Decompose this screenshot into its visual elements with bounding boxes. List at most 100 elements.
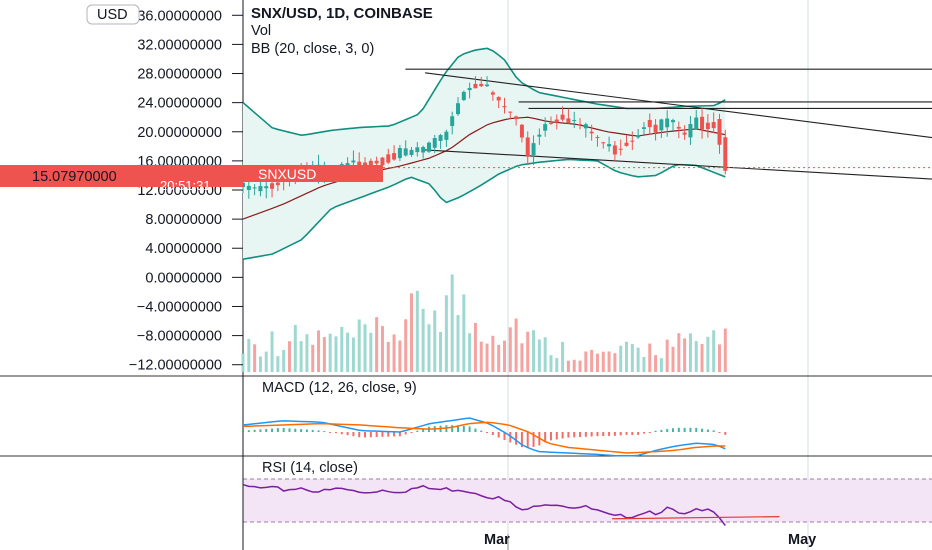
volume-bar [299,341,303,372]
y-tick-label: −8.00000000 [137,329,222,345]
macd-histogram-bar [317,430,320,432]
volume-bar [386,341,390,372]
macd-histogram-bar [375,432,378,438]
candle-body [456,103,461,115]
candle-body [514,116,519,120]
candle-body [415,147,420,153]
symbol-tag: SNXUSD [258,166,316,182]
macd-histogram-bar [701,428,704,432]
macd-histogram-bar [672,428,675,432]
volume-bar [351,337,355,372]
macd-histogram-bar [305,429,308,432]
volume-bar [595,353,599,372]
macd-histogram-bar [544,432,547,443]
y-tick-label: 32.00000000 [137,37,222,53]
candle-body [543,124,548,131]
volume-bar [363,324,367,372]
candle-body [560,114,565,120]
candle-body [258,186,263,192]
macd-histogram-bar [294,428,297,432]
macd-histogram-bar [358,432,361,438]
candle-body [502,106,507,108]
volume-bar [270,331,274,372]
volume-bar [706,336,710,372]
y-tick-label: −4.00000000 [137,299,222,315]
price-tag-box [0,165,243,187]
candle-body [659,119,664,131]
candle-body [682,132,687,135]
currency-button[interactable] [86,4,140,25]
macd-histogram-bar [352,432,355,437]
candle-body [380,157,385,166]
volume-bar [700,344,704,372]
volume-bar [404,319,408,372]
candlesticks [241,75,728,199]
volume-bar [369,332,373,372]
candle-body [461,91,466,101]
volume-bar [526,331,530,372]
macd-histogram-bar [323,431,326,433]
candle-body [467,87,472,91]
y-tick-label: 36.00000000 [137,8,222,24]
macd-histogram-bar [416,430,419,432]
macd-histogram-bar [271,428,274,432]
candle-body [444,131,449,140]
chart-title: SNX/USD, 1D, COINBASE [251,5,433,22]
volume-bar [392,334,396,372]
volume-bar [311,344,315,372]
bb-basis-line [242,116,726,220]
macd-label: MACD (12, 26, close, 9) [262,380,417,396]
y-tick-label: 24.00000000 [137,96,222,112]
rsi-label: RSI (14, close) [262,460,358,476]
volume-bar [450,274,454,372]
macd-histogram-bar [549,432,552,441]
macd-histogram-bar [654,430,657,432]
candle-body [275,182,280,186]
volume-bar [578,360,582,372]
volume-bar [566,360,570,372]
macd-histogram-bar [608,432,611,436]
volume-bar [665,339,669,372]
candle-body [624,142,629,146]
candle-body [252,187,257,189]
volume-bar [590,349,594,372]
macd-histogram-bar [242,430,244,432]
trendline [425,72,932,139]
price-tag-countdown: 20:51:31 [160,178,211,193]
volume-bar [293,324,297,372]
macd-histogram-bar [457,425,460,432]
candle-body [426,142,431,152]
macd-indicator [242,417,727,457]
macd-histogram-bar [404,432,407,435]
macd-histogram-bar [648,432,651,433]
candle-body [485,84,490,87]
volume-bar [340,326,344,372]
candle-body [409,149,414,155]
candle-body [665,118,670,128]
candle-body [711,122,716,129]
macd-histogram-bar [486,432,489,433]
candle-body [270,183,275,189]
candle-body [641,127,646,129]
macd-histogram-bar [503,432,506,440]
volume-bar [357,319,361,372]
volume-bar [723,328,727,372]
trendline [425,149,932,180]
volume-bar [253,344,257,372]
volume-bar [491,335,495,372]
macd-histogram-bar [532,432,535,447]
candle-body [671,120,676,123]
y-tick-label: 4.00000000 [145,241,222,257]
candle-body [676,126,681,129]
candle-body [386,154,391,163]
volume-bar [264,351,268,372]
volume-bar [444,295,448,372]
macd-histogram-bar [282,427,285,432]
volume-bar [671,346,675,372]
macd-histogram-bar [422,428,425,432]
trendlines [405,68,932,180]
candle-body [357,161,362,168]
macd-histogram-bar [642,432,645,434]
macd-histogram-bar [334,432,337,434]
